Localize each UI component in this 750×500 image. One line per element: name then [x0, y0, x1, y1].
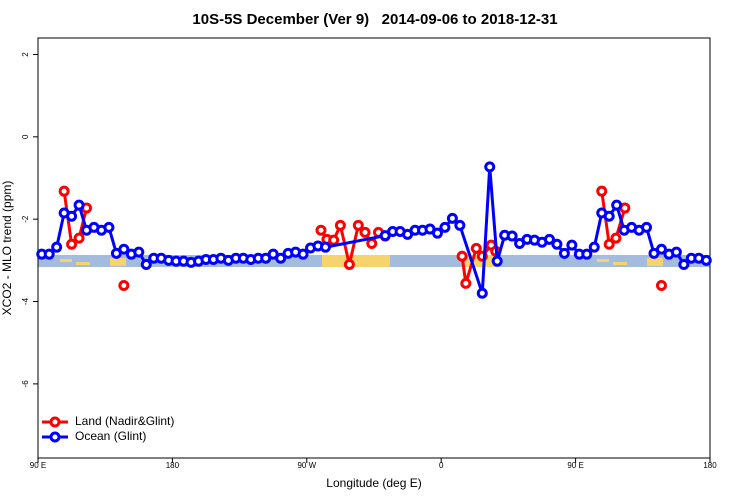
y-tick-label: -4 [21, 297, 30, 305]
data-point [118, 279, 130, 291]
data-point [596, 185, 608, 197]
data-point [315, 224, 327, 236]
data-point [460, 277, 472, 289]
data-point [73, 232, 85, 244]
data-point [297, 248, 309, 260]
data-point [558, 247, 570, 259]
y-tick-label: 0 [21, 134, 30, 139]
data-point [491, 255, 503, 267]
series-line [64, 191, 661, 285]
legend-label: Ocean (Glint) [75, 429, 146, 443]
data-point [140, 258, 152, 270]
data-point [506, 230, 518, 242]
data-point [700, 254, 712, 266]
data-point [655, 279, 667, 291]
data-point [603, 238, 615, 250]
data-point [551, 238, 563, 250]
legend-marker [49, 431, 61, 443]
data-point [319, 241, 331, 253]
data-point [446, 212, 458, 224]
y-tick-label: -6 [21, 380, 30, 388]
data-point [66, 210, 78, 222]
y-tick-label: 2 [21, 52, 30, 57]
data-point [275, 252, 287, 264]
y-axis-label: XCO2 - MLO trend (ppm) [0, 181, 14, 316]
legend: Land (Nadir&Glint)Ocean (Glint) [42, 414, 174, 443]
x-tick-label: 180 [166, 461, 180, 470]
data-point [566, 239, 578, 251]
data-point [51, 241, 63, 253]
x-tick-label: 90 E [30, 461, 46, 470]
data-point [118, 243, 130, 255]
data-point [456, 250, 468, 262]
data-point [73, 199, 85, 211]
data-point [103, 221, 115, 233]
data-point [655, 243, 667, 255]
plot-layer: -6 -4 -2 0 2 90 E 180 90 W 0 90 E 180 Land (Nadir&G… [21, 52, 717, 470]
data-point [484, 161, 496, 173]
data-point [439, 221, 451, 233]
x-tick-label: 0 [439, 461, 444, 470]
x-axis-label: Longitude (deg E) [326, 476, 421, 490]
data-point [328, 234, 340, 246]
data-point [543, 233, 555, 245]
data-point [670, 246, 682, 258]
data-point [58, 185, 70, 197]
data-point [641, 221, 653, 233]
y-tick-label: -2 [21, 215, 30, 223]
data-point [611, 199, 623, 211]
data-point [610, 232, 622, 244]
data-point [678, 258, 690, 270]
legend-label: Land (Nadir&Glint) [75, 414, 174, 428]
data-point [476, 287, 488, 299]
data-point [431, 227, 443, 239]
data-point [334, 219, 346, 231]
data-point [454, 219, 466, 231]
data-point [43, 248, 55, 260]
x-tick-label: 90 W [297, 461, 316, 470]
x-tick-label: 180 [703, 461, 717, 470]
data-point [343, 258, 355, 270]
chart-title: 10S-5S December (Ver 9) 2014-09-06 to 20… [192, 11, 557, 28]
data-point [366, 237, 378, 249]
x-tick-label: 90 E [567, 461, 583, 470]
plot-frame [37, 37, 711, 459]
legend-marker [49, 416, 61, 428]
data-point [352, 219, 364, 231]
data-point [66, 238, 78, 250]
data-point [133, 246, 145, 258]
data-point [603, 210, 615, 222]
data-point [470, 242, 482, 254]
data-point [588, 241, 600, 253]
data-point [581, 248, 593, 260]
data-point [359, 226, 371, 238]
